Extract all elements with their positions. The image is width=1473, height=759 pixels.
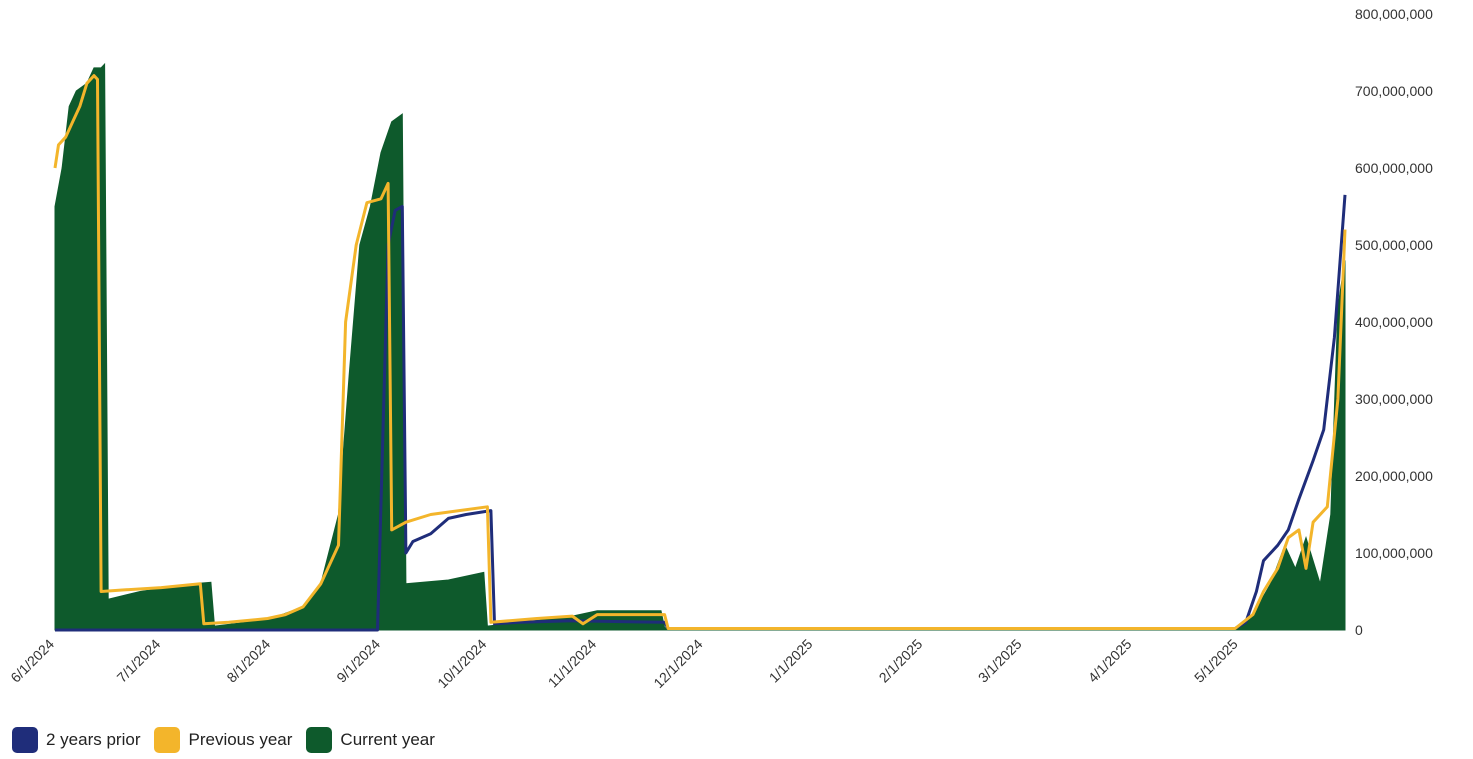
y-tick-label: 200,000,000 bbox=[1355, 468, 1433, 484]
x-tick-label: 4/1/2025 bbox=[1085, 636, 1135, 686]
series-line-previous-year bbox=[53, 74, 1347, 630]
y-tick-label: 600,000,000 bbox=[1355, 160, 1433, 176]
series-area-current-year bbox=[54, 62, 1346, 631]
series-layer bbox=[53, 62, 1347, 632]
x-tick-label: 2/1/2025 bbox=[876, 636, 926, 686]
y-tick-label: 400,000,000 bbox=[1355, 314, 1433, 330]
x-tick-label: 11/1/2024 bbox=[545, 636, 600, 691]
x-tick-label: 3/1/2025 bbox=[975, 636, 1025, 686]
x-tick-label: 1/1/2025 bbox=[766, 636, 816, 686]
x-tick-label: 6/1/2024 bbox=[7, 636, 57, 686]
y-axis: 800,000,000 700,000,000 600,000,000 500,000… bbox=[1355, 6, 1433, 638]
x-tick-label: 8/1/2024 bbox=[223, 636, 273, 686]
y-tick-label: 100,000,000 bbox=[1355, 545, 1433, 561]
x-tick-label: 5/1/2025 bbox=[1191, 636, 1241, 686]
legend-item-2-years-prior[interactable]: 2 years prior bbox=[12, 727, 140, 753]
series-line-2-years-prior bbox=[55, 194, 1347, 632]
legend-label: Current year bbox=[340, 730, 435, 749]
legend-label: Previous year bbox=[188, 730, 293, 749]
x-tick-label: 7/1/2024 bbox=[114, 636, 164, 686]
x-tick-label: 10/1/2024 bbox=[434, 636, 490, 692]
legend-swatch bbox=[154, 727, 181, 753]
x-tick-label: 9/1/2024 bbox=[333, 636, 383, 686]
legend-item-current-year[interactable]: Current year bbox=[306, 727, 435, 753]
legend-label: 2 years prior bbox=[46, 730, 141, 749]
legend-item-previous-year[interactable]: Previous year bbox=[154, 727, 292, 753]
legend-swatch bbox=[306, 727, 333, 753]
x-axis: 6/1/2024 7/1/2024 8/1/2024 9/1/2024 10/1/202… bbox=[7, 636, 1241, 692]
y-tick-label: 700,000,000 bbox=[1355, 83, 1433, 99]
y-tick-label: 800,000,000 bbox=[1355, 6, 1433, 22]
legend: 2 years prior Previous year Current year bbox=[12, 727, 435, 753]
x-tick-label: 12/1/2024 bbox=[650, 636, 706, 692]
y-tick-label: 300,000,000 bbox=[1355, 391, 1433, 407]
y-tick-label: 500,000,000 bbox=[1355, 237, 1433, 253]
y-tick-label: 0 bbox=[1355, 622, 1363, 638]
legend-swatch bbox=[12, 727, 38, 753]
